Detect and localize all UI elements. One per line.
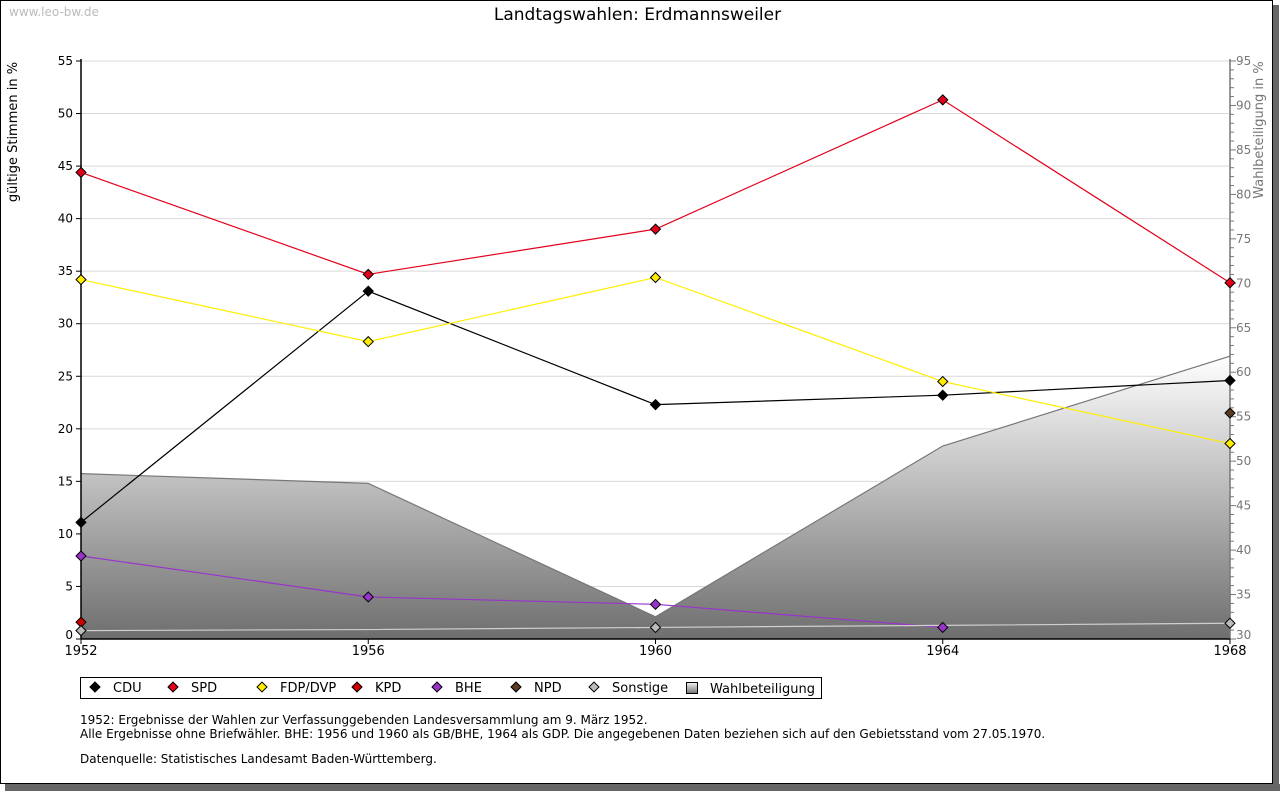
turnout-area-layer [80,355,1231,639]
legend-marker-icon [167,681,179,693]
data-source: Datenquelle: Statistisches Landesamt Bad… [80,752,437,766]
y-tick-label-right: 90 [1236,98,1251,112]
frame-shadow-right [1273,5,1279,791]
series-line-spd [80,99,1231,284]
legend-item: SPD [167,681,218,696]
y-tick-label-left: 25 [58,369,73,383]
data-point-cdu [362,285,374,297]
y-tick-label-right: 55 [1236,410,1251,424]
legend-item: NPD [510,681,562,696]
data-point-sonstige [649,621,662,634]
y-tick-label-left: 30 [58,317,73,331]
legend-label: NPD [534,681,562,696]
series-line-bhe [80,555,943,629]
footnote-2: Alle Ergebnisse ohne Briefwähler. BHE: 1… [80,727,1046,741]
legend-label: SPD [191,681,218,696]
legend-marker-icon [89,681,101,693]
data-point-cdu [649,398,662,411]
data-point-spd [362,268,374,281]
y-tick-label-left: 35 [58,264,73,278]
turnout-area [81,356,1230,639]
x-tick-label: 1956 [352,644,385,659]
footnote-1: 1952: Ergebnisse der Wahlen zur Verfassu… [80,713,648,727]
data-point-cdu [1224,374,1236,387]
y-tick-label-right: 80 [1236,187,1251,201]
y-tick-label-right: 65 [1236,321,1251,335]
legend-item: FDP/DVP [256,681,337,696]
y-tick-label-left: 55 [58,54,73,68]
legend: CDU SPD FDP/DVP KPD BHE NPD Sonstige Wahlbeteil… [80,677,822,699]
footnotes: 1952: Ergebnisse der Wahlen zur Verfassu… [80,713,1045,741]
y-tick-label-left: 45 [58,159,73,173]
data-point-fdpdvp [937,375,949,388]
legend-label: Wahlbeteiligung [710,682,816,697]
y-tick-label-right: 60 [1236,365,1251,379]
y-tick-label-left: 15 [58,474,73,488]
data-point-fdpdvp [75,273,87,286]
chart-title: Landtagswahlen: Erdmannsweiler [493,5,782,25]
legend-label: BHE [455,681,482,696]
data-point-bhe [362,591,374,603]
legend-label: CDU [113,681,142,696]
data-point-spd [937,94,949,106]
y-tick-label-right: 75 [1236,232,1251,246]
data-point-spd [75,166,87,179]
x-tick-label: 1964 [926,644,959,659]
legend-item: BHE [431,681,482,696]
legend-marker-icon [351,681,363,693]
y-tick-label-right: 35 [1236,588,1251,602]
y-axis-label-right: Wahlbeteiligung in % [1252,61,1267,198]
legend-marker-icon [256,681,268,693]
axes: 0 5 10 15 20 25 30 35 40 45 50 55 30 35 40 45 50 55 60 65 70… [58,54,1252,659]
y-tick-label-right: 70 [1236,276,1251,290]
data-point-spd [1224,277,1236,289]
legend-item: KPD [351,681,402,696]
legend-label: Sonstige [612,681,669,696]
data-point-bhe [937,621,949,634]
y-tick-label-right: 40 [1236,543,1251,557]
y-tick-label-right: 95 [1236,54,1251,68]
x-tick-label: 1960 [639,644,672,659]
x-tick-label: 1968 [1213,644,1246,659]
y-tick-label-left: 20 [58,422,73,436]
legend-area-icon [686,682,698,694]
data-point-cdu [75,516,87,529]
legend-marker-icon [588,681,600,693]
data-point-cdu [937,389,949,401]
data-point-sonstige [1224,617,1236,629]
data-point-npd [1224,407,1236,419]
legend-item: Wahlbeteiligung [686,681,815,697]
data-point-fdpdvp [649,271,662,284]
y-tick-label-right: 30 [1236,628,1251,642]
y-tick-label-right: 85 [1236,143,1251,157]
series-markers [75,94,1236,637]
data-point-bhe [649,598,662,611]
watermark: www.leo-bw.de [9,5,99,19]
x-tick-label: 1952 [64,644,97,659]
legend-label: FDP/DVP [280,681,337,696]
data-point-sonstige [75,624,87,637]
y-tick-label-right: 45 [1236,499,1251,513]
data-point-fdpdvp [1224,437,1236,450]
legend-marker-icon [431,681,443,693]
y-tick-label-left: 5 [65,579,73,593]
legend-label: KPD [375,681,402,696]
grid-lines [81,60,1230,587]
y-tick-label-left: 10 [58,527,73,541]
y-axis-label-left: gültige Stimmen in % [6,62,21,202]
y-tick-label-right: 50 [1236,454,1251,468]
y-tick-label-left: 0 [65,628,73,642]
chart-plot: 0 5 10 15 20 25 30 35 40 45 50 55 30 35 40 45 50 55 60 65 70… [6,54,1267,659]
frame-shadow-bottom [5,784,1280,791]
legend-item: CDU [89,681,142,696]
turnout-area-edge [80,355,1231,618]
legend-item: Sonstige [588,681,669,696]
data-point-bhe [75,550,87,562]
data-point-spd [649,223,662,235]
y-tick-label-left: 50 [58,107,73,121]
y-tick-label-left: 40 [58,212,73,226]
legend-marker-icon [510,681,522,693]
data-point-fdpdvp [362,335,374,348]
